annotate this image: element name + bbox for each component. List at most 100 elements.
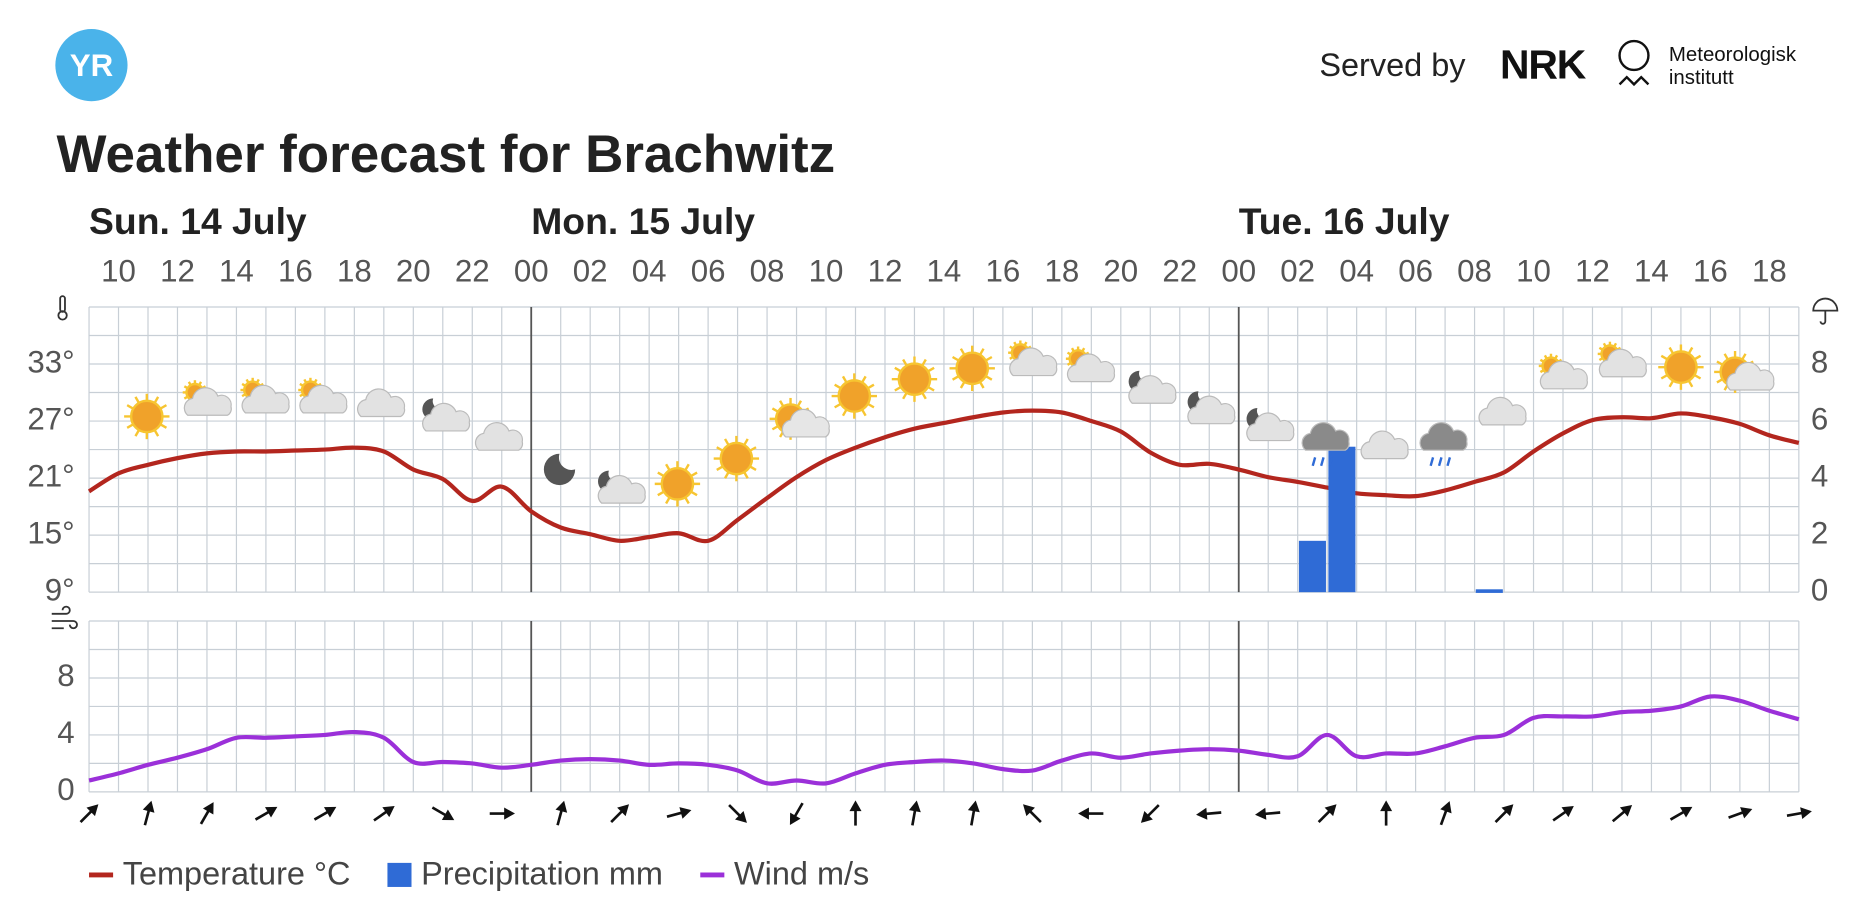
wind-arrow-head [679,807,692,819]
cloud [422,402,471,432]
wind-arrow-head [1380,800,1393,812]
x-tick-label: 02 [1280,254,1315,289]
wind-arrow [555,800,568,826]
chart-title: Weather forecast for Brachwitz [57,125,836,184]
wind-arrow-head [142,800,155,813]
x-tick-label: 20 [396,254,431,289]
wind-arrow [254,806,278,821]
marks [87,306,1800,792]
legend-item: Wind m/s [700,856,869,892]
thermometer-icon [57,295,68,321]
x-tick-label: 14 [219,254,254,289]
cloud [1009,347,1058,377]
weather-symbol [1301,422,1350,467]
wind-arrow-head [555,800,568,813]
precipitation-bar [1328,446,1356,593]
cloud [1598,348,1647,378]
nrk-logo[interactable]: NRK [1500,41,1588,87]
wind-arrow [666,807,692,819]
wind-arrow [1439,801,1452,826]
wind-arrow-head [441,809,455,821]
wind-arrow [728,804,747,823]
wind-arrow [313,806,337,821]
line-series [88,694,1800,786]
wind-arrow [1255,807,1281,820]
weather-symbol [949,345,995,392]
wind-arrow [849,800,862,826]
rain-drop [1319,457,1325,467]
wind-arrow-head [789,812,801,826]
met-name: institutt [1669,66,1734,89]
wind-arrow [79,804,99,823]
x-tick-label: 04 [1339,254,1374,289]
rain-drop [1446,457,1452,467]
cloud [1187,395,1236,425]
weather-symbols [124,340,1775,507]
weather-symbol [1419,422,1468,467]
cloud [597,475,646,504]
weather-symbol [1658,344,1704,390]
wind-arrow-head [264,806,278,818]
wind-arrow-head [967,800,980,813]
wind-arrow [1494,804,1514,823]
wind-arrow [1317,804,1337,823]
cloud [183,387,232,416]
weather-symbol [769,397,830,440]
weather-symbol [474,422,524,451]
served-by: Served by [1319,47,1466,83]
x-tick-label: 14 [1634,254,1669,289]
moon [543,453,576,486]
wind-arrow-head [1679,806,1693,818]
wind-arrow [1078,807,1104,820]
y-tick-label: 0 [57,772,74,807]
x-tick-label: 08 [750,254,785,289]
weather-symbol [1008,340,1058,377]
logo-circle [55,29,128,102]
yr-logo[interactable]: YR [55,29,128,102]
wind-icon [51,605,78,630]
y2-tick-label: 6 [1811,401,1828,436]
weather-symbol [1714,351,1775,393]
wind-arrow [789,802,804,826]
wind-arrow [373,805,395,822]
weather-symbol [1597,341,1647,378]
weather-symbol [831,373,877,419]
weather-symbol [891,356,938,402]
wind-arrow-head [202,802,214,815]
cloud [1478,396,1527,426]
wind-arrow-head [1561,805,1574,818]
weather-symbol [1187,391,1236,425]
weather-symbol [124,393,170,440]
weather-symbol [597,470,646,504]
legend-item: Temperature °C [89,856,350,892]
x-tick-label: 06 [691,254,726,289]
wind-arrow-head [382,805,395,818]
x-tick-label: 12 [868,254,903,289]
x-tick-label: 20 [1103,254,1138,289]
x-tick-label: 12 [160,254,195,289]
sun [955,351,990,386]
met-logo [1618,39,1650,72]
weather-symbol [298,377,348,414]
wind-arrow-head [86,804,99,817]
wind-arrow-head [1140,810,1153,823]
wind-arrow [1023,804,1042,823]
wind-arrow [1786,807,1812,820]
x-tick-label: 16 [986,254,1021,289]
line-series [87,408,1800,544]
weather-symbol [1065,346,1116,383]
y-tick-label: 15° [27,515,74,550]
weather-symbol [1478,396,1527,426]
wind-arrow-head [1023,804,1035,817]
sun [660,467,695,501]
cloud [1246,412,1295,442]
x-tick-label: 10 [1516,254,1551,289]
x-tick-label: 18 [337,254,372,289]
rain-drop [1311,457,1317,467]
wind-arrow-head [849,800,862,812]
y2-tick-label: 2 [1811,515,1828,550]
wind-arrow-head [1324,804,1337,817]
y2-tick-label: 0 [1811,572,1828,607]
sun [719,441,754,476]
